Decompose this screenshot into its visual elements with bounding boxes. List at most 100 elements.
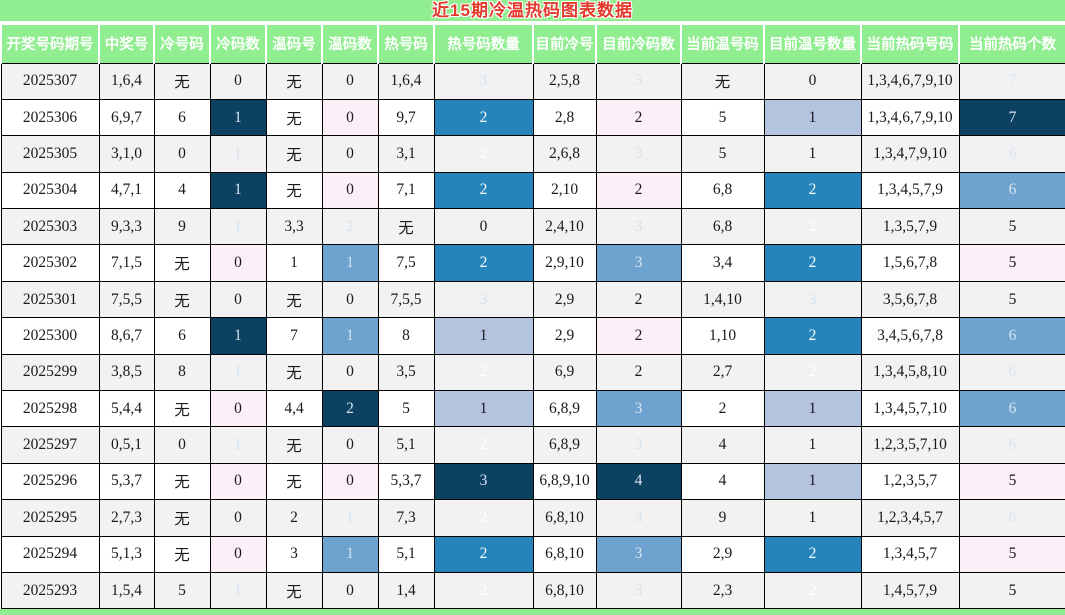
table-cell: 2	[595, 353, 682, 392]
table-cell: 2	[433, 353, 534, 392]
table-cell: 7	[265, 317, 323, 355]
hot-cold-data-table: 开奖号码期号 中奖号 冷号码 冷码数 温码号 温码数 热号码 热号码数量 目前冷号 目前冷码数 当前…	[0, 23, 1065, 610]
table-cell: 5,1,3	[98, 535, 155, 573]
table-cell: 0,5,1	[98, 426, 155, 464]
table-cell: 1,4	[377, 571, 435, 610]
table-cell: 0	[763, 62, 862, 100]
table-cell: 1	[763, 135, 862, 173]
table-cell: 6	[958, 171, 1065, 210]
table-cell: 1	[209, 353, 267, 392]
table-cell: 6	[153, 98, 211, 137]
table-cell: 无	[265, 571, 323, 610]
table-cell: 3	[595, 208, 682, 246]
table-cell: 2	[763, 535, 862, 573]
table-cell: 2025301	[0, 280, 100, 319]
table-cell: 5	[377, 390, 435, 428]
table-cell: 2025306	[0, 98, 100, 137]
table-cell: 无	[153, 499, 211, 537]
table-cell: 8,6,7	[98, 317, 155, 355]
table-row: 2025301 7,5,5 无 0 无 0 7,5,5 3 2,9 2 1,4,10 3 3,5,6,7…	[0, 280, 1065, 319]
table-cell: 6	[153, 317, 211, 355]
column-header: 当前热码个数	[958, 23, 1065, 64]
table-cell: 无	[265, 62, 323, 100]
table-cell: 2	[433, 426, 534, 464]
table-cell: 2	[763, 571, 862, 610]
table-cell: 5	[958, 280, 1065, 319]
table-cell: 2	[433, 571, 534, 610]
table-cell: 1	[265, 244, 323, 282]
table-cell: 2025303	[0, 208, 100, 246]
table-cell: 4	[680, 462, 765, 501]
table-row: 2025298 5,4,4 无 0 4,4 2 5 1 6,8,9 3 2 1 1,3,4,5,7,10…	[0, 390, 1065, 428]
table-cell: 3	[433, 462, 534, 501]
table-row: 2025306 6,9,7 6 1 无 0 9,7 2 2,8 2 5 1 1,3,4,6,7,9,10…	[0, 98, 1065, 137]
table-cell: 2025300	[0, 317, 100, 355]
table-row: 2025294 5,1,3 无 0 3 1 5,1 2 6,8,10 3 2,9 2 1,3,4,5,7…	[0, 535, 1065, 573]
table-cell: 5,1	[377, 426, 435, 464]
table-cell: 4	[153, 171, 211, 210]
table-cell: 1,10	[680, 317, 765, 355]
table-cell: 1,3,4,5,8,10	[860, 353, 960, 392]
table-cell: 2,3	[680, 571, 765, 610]
table-cell: 1	[209, 208, 267, 246]
table-cell: 7,5,5	[377, 280, 435, 319]
table-cell: 无	[265, 135, 323, 173]
table-cell: 3	[595, 62, 682, 100]
column-header: 热号码	[377, 23, 435, 64]
table-cell: 1	[321, 317, 379, 355]
table-cell: 5	[958, 244, 1065, 282]
table-cell: 6,9	[532, 353, 597, 392]
table-cell: 2	[265, 499, 323, 537]
table-cell: 5	[680, 135, 765, 173]
table-cell: 无	[265, 462, 323, 501]
table-cell: 1,3,4,6,7,9,10	[860, 98, 960, 137]
table-cell: 2,6,8	[532, 135, 597, 173]
table-cell: 1,2,3,5,7,10	[860, 426, 960, 464]
table-cell: 无	[265, 171, 323, 210]
table-cell: 无	[265, 280, 323, 319]
table-cell: 2	[763, 208, 862, 246]
table-cell: 2	[763, 171, 862, 210]
column-header: 热号码数量	[433, 23, 534, 64]
table-cell: 2025298	[0, 390, 100, 428]
table-cell: 3	[595, 571, 682, 610]
table-cell: 2	[433, 171, 534, 210]
table-row: 2025307 1,6,4 无 0 无 0 1,6,4 3 2,5,8 3 无 0 1,3,4,6,7,…	[0, 62, 1065, 100]
table-cell: 1	[209, 426, 267, 464]
table-cell: 1	[763, 426, 862, 464]
table-cell: 1,2,3,4,5,7	[860, 499, 960, 537]
table-cell: 无	[680, 62, 765, 100]
table-cell: 5	[153, 571, 211, 610]
table-cell: 3,5,6,7,8	[860, 280, 960, 319]
table-cell: 3	[595, 535, 682, 573]
table-cell: 6	[958, 353, 1065, 392]
table-cell: 4,4	[265, 390, 323, 428]
column-header: 当前热码号码	[860, 23, 960, 64]
table-cell: 5,4,4	[98, 390, 155, 428]
table-cell: 6,8,10	[532, 499, 597, 537]
table-cell: 无	[377, 208, 435, 246]
table-cell: 3,5	[377, 353, 435, 392]
table-cell: 5,1	[377, 535, 435, 573]
title-bar: 近15期冷温热码图表数据	[0, 0, 1065, 23]
table-cell: 9	[680, 499, 765, 537]
column-header: 当前温号码	[680, 23, 765, 64]
table-cell: 3,4,5,6,7,8	[860, 317, 960, 355]
table-cell: 3	[595, 390, 682, 428]
table-cell: 2	[433, 535, 534, 573]
table-cell: 2,9	[532, 317, 597, 355]
table-cell: 2	[595, 171, 682, 210]
table-cell: 2,8	[532, 98, 597, 137]
table-cell: 1	[321, 535, 379, 573]
table-cell: 2	[680, 390, 765, 428]
table-cell: 1	[763, 499, 862, 537]
table-cell: 2,9,10	[532, 244, 597, 282]
table-cell: 3	[433, 280, 534, 319]
table-cell: 3	[265, 535, 323, 573]
table-cell: 2025307	[0, 62, 100, 100]
table-cell: 2025305	[0, 135, 100, 173]
column-header: 开奖号码期号	[0, 23, 100, 64]
table-cell: 7	[958, 62, 1065, 100]
table-cell: 1	[763, 98, 862, 137]
table-cell: 2	[433, 244, 534, 282]
